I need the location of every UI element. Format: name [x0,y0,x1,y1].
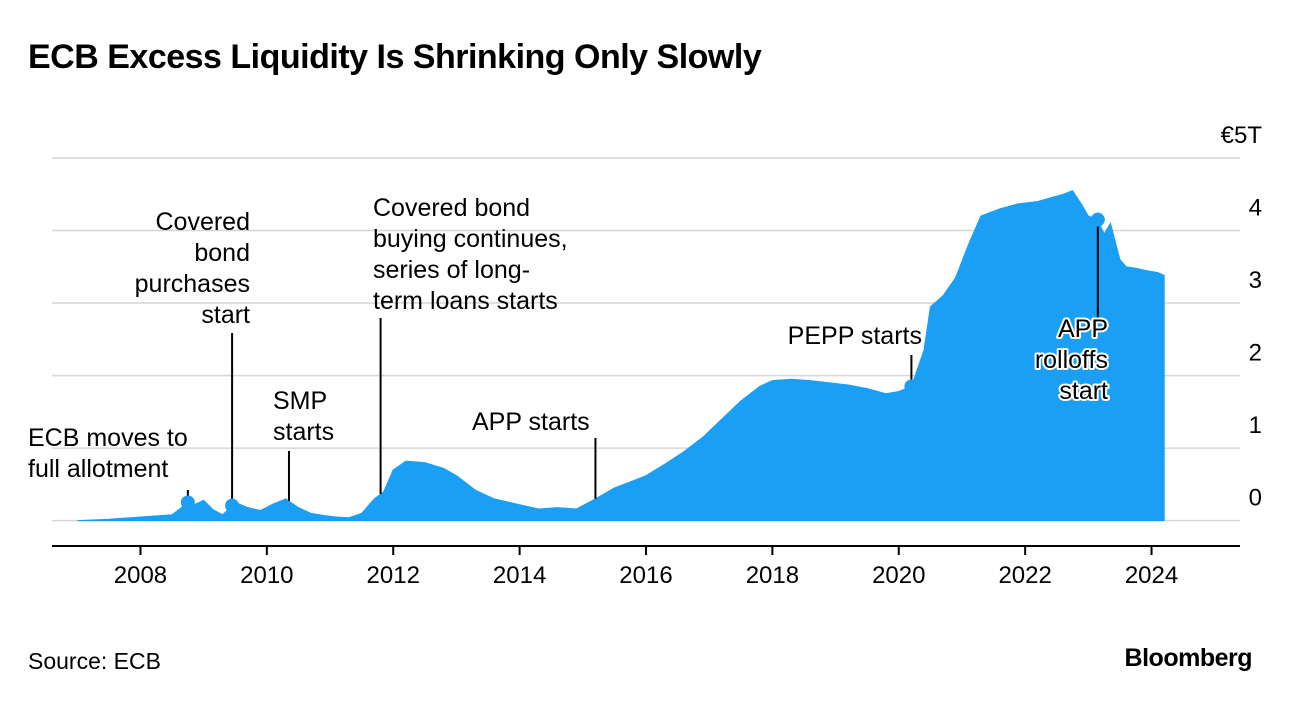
annotation-2: Covered bond purchases start [135,208,250,513]
annotation-text-7-line-2: rolloffs [1035,346,1108,374]
x-tick-label-2012: 2012 [367,562,420,589]
annotation-text-6-line-1: PEPP starts [788,322,922,350]
y-tick-label-0: 0 [1249,485,1262,512]
annotation-text-7-line-1: APP [1058,315,1108,343]
annotation-text-1-line-2: full allotment [28,455,168,483]
annotation-text-3-line-2: starts [273,418,334,446]
annotation-text-2-line-2: bond [194,239,250,267]
x-tick-label-2024: 2024 [1125,562,1178,589]
y-tick-label-2: 2 [1249,340,1262,367]
annotation-dot-1 [180,495,195,510]
y-tick-label-4: 4 [1249,195,1262,222]
annotation-text-2-line-1: Covered [156,208,251,236]
x-tick-label-2016: 2016 [619,562,672,589]
x-tick-label-2018: 2018 [746,562,799,589]
annotations: ECB moves to full allotment Covered bond pur… [28,194,1110,513]
annotation-3: SMP starts [273,387,334,502]
annotation-dot-7 [1090,212,1105,227]
annotation-text-5-line-1: APP starts [472,408,590,436]
annotation-text-7-line-3: start [1059,377,1108,405]
annotation-5: APP starts [472,408,597,499]
annotation-text-4-line-2: buying continues, [373,225,568,253]
bloomberg-logo: Bloomberg [1124,644,1253,672]
annotation-4: Covered bond buying continues, series of l… [373,194,568,495]
data-area [77,189,1165,522]
chart-title: ECB Excess Liquidity Is Shrinking Only S… [28,38,762,76]
annotation-text-4-line-1: Covered bond [373,194,530,222]
x-tick-label-2022: 2022 [998,562,1051,589]
x-axis-ticks: 2008 2010 2012 2014 2016 2018 2020 2022 2024 [114,546,1178,589]
annotation-text-3-line-1: SMP [273,387,327,415]
excess-liquidity-area [77,189,1165,522]
annotation-6: PEPP starts [788,322,922,394]
y-tick-label-5: €5T [1221,122,1263,149]
annotation-text-2-line-3: purchases [135,270,250,298]
x-tick-label-2008: 2008 [114,562,167,589]
annotation-text-4-line-3: series of long- [373,256,530,284]
annotation-text-2-line-4: start [201,301,250,329]
x-tick-label-2014: 2014 [493,562,546,589]
y-tick-label-3: 3 [1249,267,1262,294]
y-tick-label-1: 1 [1249,412,1262,439]
annotation-dot-2 [225,498,240,513]
y-axis-ticks: 0 1 2 3 4 €5T [1221,122,1263,512]
annotation-7: APP rolloffs start [1033,212,1110,407]
annotation-text-4-line-4: term loans starts [373,287,558,315]
x-tick-label-2020: 2020 [872,562,925,589]
source-note: Source: ECB [28,648,161,674]
annotation-text-1-line-1: ECB moves to [28,424,188,452]
annotation-dot-6 [904,379,919,394]
annotation-1: ECB moves to full allotment [28,424,195,510]
x-tick-label-2010: 2010 [240,562,293,589]
excess-liquidity-chart: 2008 2010 2012 2014 2016 2018 2020 2022 2024 0 1 2… [28,122,1263,589]
